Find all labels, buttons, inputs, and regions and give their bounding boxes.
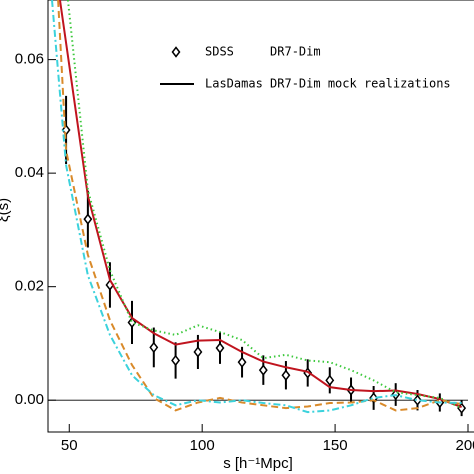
x-tick-label: 200 [455,437,474,454]
y-tick-label: 0.02 [15,278,44,295]
data-point [237,356,247,368]
data-point [325,374,335,387]
data-point [193,346,203,358]
x-tick-label: 150 [323,437,348,454]
x-tick-label: 100 [190,437,215,454]
series-line [50,0,462,414]
plot-area [48,0,468,417]
x-axis-label: s [h⁻¹Mpc] [223,455,293,472]
y-axis-label: ξ(s) [0,198,12,222]
x-tick-label: 50 [61,437,78,454]
y-tick-label: 0.00 [15,391,44,408]
y-tick-label: 0.04 [15,164,44,181]
data-point [149,341,159,354]
data-point [215,342,225,354]
legend-marker [171,46,181,58]
series-line [57,0,462,412]
series-line [66,0,463,410]
data-point [369,392,379,404]
legend-label: LasDamas DR7-Dim mock realizations [205,77,451,91]
plot-frame [47,0,474,433]
data-point [457,402,467,414]
legend-label: SDSS DR7-Dim [205,45,321,59]
y-tick-label: 0.06 [15,51,44,68]
data-point [171,354,181,367]
data-point [258,364,268,376]
data-point [281,369,291,381]
series-line [58,0,462,408]
data-point [83,213,93,225]
